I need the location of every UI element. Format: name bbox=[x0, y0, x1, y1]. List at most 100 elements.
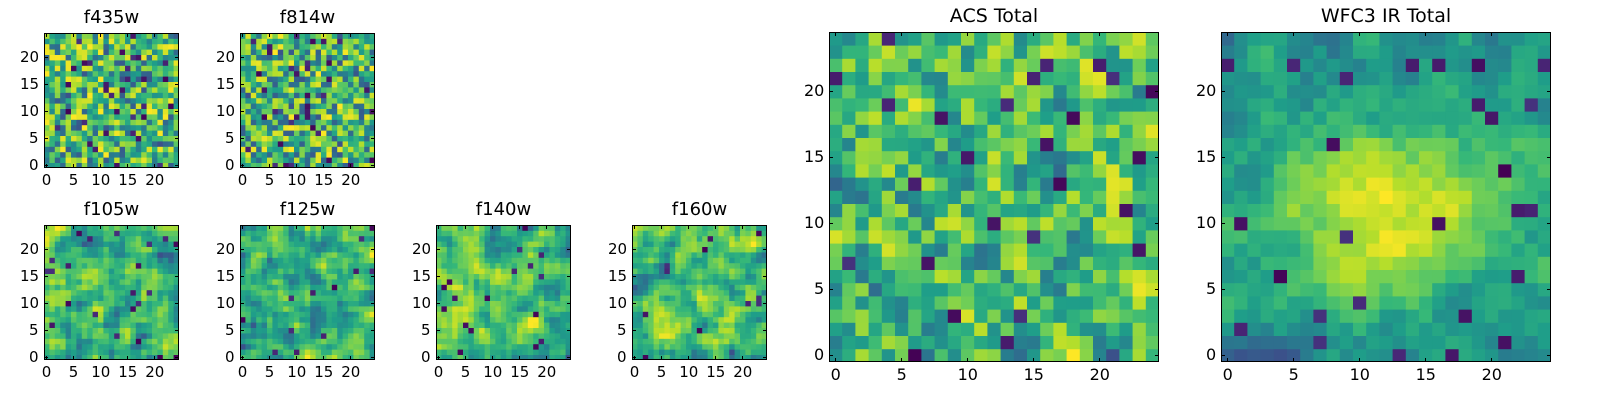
heatmap-cell bbox=[315, 135, 322, 142]
heatmap-cell bbox=[1366, 177, 1380, 191]
heatmap-cell bbox=[1511, 309, 1525, 323]
heatmap-cell bbox=[369, 157, 375, 163]
heatmap-cell bbox=[125, 114, 131, 120]
heatmap-cell bbox=[173, 65, 179, 72]
heatmap-cell bbox=[538, 284, 545, 291]
heatmap-cell bbox=[756, 311, 762, 318]
heatmap-cell bbox=[1287, 203, 1301, 218]
heatmap-cell bbox=[1119, 335, 1133, 350]
heatmap-cell bbox=[98, 38, 104, 45]
heatmap-cell bbox=[162, 108, 169, 115]
heatmap-cell bbox=[1366, 296, 1380, 310]
heatmap-cell bbox=[146, 97, 153, 104]
heatmap-cell bbox=[87, 262, 93, 269]
heatmap-cell bbox=[1287, 243, 1301, 257]
heatmap-cell bbox=[1027, 243, 1041, 257]
heatmap-cell bbox=[119, 49, 126, 55]
y-tick-mark bbox=[175, 137, 179, 139]
heatmap-cell bbox=[256, 279, 262, 285]
heatmap-cell bbox=[691, 338, 698, 345]
heatmap-cell bbox=[331, 257, 338, 264]
heatmap-cell bbox=[342, 81, 349, 88]
heatmap-cell bbox=[1260, 177, 1275, 191]
heatmap-cell bbox=[49, 108, 56, 115]
heatmap-cell bbox=[272, 43, 279, 50]
heatmap-cell bbox=[1027, 256, 1041, 270]
heatmap-cell bbox=[87, 241, 93, 247]
heatmap-cell bbox=[152, 114, 158, 120]
heatmap-cell bbox=[479, 322, 485, 328]
heatmap-cell bbox=[250, 252, 257, 258]
heatmap-cell bbox=[675, 246, 681, 253]
heatmap-cell bbox=[92, 103, 99, 109]
heatmap-cell bbox=[707, 343, 714, 350]
heatmap-cell bbox=[463, 333, 469, 339]
heatmap-cell bbox=[522, 354, 529, 360]
heatmap-cell bbox=[358, 54, 365, 61]
heatmap-cell bbox=[81, 130, 88, 136]
heatmap-cell bbox=[65, 306, 72, 312]
x-tick-mark bbox=[100, 356, 102, 360]
heatmap-cell bbox=[473, 268, 480, 274]
heatmap-cell bbox=[162, 322, 169, 328]
heatmap-cell bbox=[358, 130, 365, 136]
heatmap-cell bbox=[337, 338, 343, 345]
heatmap-cell bbox=[842, 190, 856, 204]
heatmap-cell bbox=[637, 327, 644, 334]
heatmap-cell bbox=[130, 141, 137, 147]
heatmap-cell bbox=[304, 54, 311, 61]
x-tick-mark bbox=[323, 33, 325, 37]
heatmap-cell bbox=[1053, 348, 1067, 362]
heatmap-cell bbox=[245, 235, 252, 242]
heatmap-cell bbox=[1379, 269, 1393, 284]
heatmap-cell bbox=[637, 311, 644, 318]
heatmap-cell bbox=[842, 322, 856, 336]
heatmap-cell bbox=[358, 279, 365, 285]
x-tick-mark bbox=[350, 164, 352, 168]
heatmap-cell bbox=[87, 65, 93, 72]
heatmap-cell bbox=[648, 354, 654, 360]
heatmap-cell bbox=[1132, 177, 1147, 191]
heatmap-cell bbox=[921, 150, 935, 165]
heatmap-cell bbox=[675, 241, 681, 247]
heatmap-cell bbox=[162, 268, 169, 274]
heatmap-cell bbox=[288, 157, 295, 163]
heatmap-cell bbox=[1145, 322, 1159, 336]
heatmap-cell bbox=[157, 108, 164, 115]
heatmap-cell bbox=[245, 103, 252, 109]
heatmap-cell bbox=[294, 103, 300, 109]
heatmap-cell bbox=[740, 306, 746, 312]
heatmap-cell bbox=[331, 124, 338, 131]
heatmap-cell bbox=[1145, 296, 1159, 310]
heatmap-cell bbox=[157, 295, 164, 301]
heatmap-cell bbox=[473, 338, 480, 345]
heatmap-cell bbox=[364, 141, 370, 147]
heatmap-cell bbox=[479, 262, 485, 269]
heatmap-cell bbox=[855, 177, 869, 191]
heatmap-cell bbox=[135, 316, 142, 323]
heatmap-cell bbox=[92, 273, 99, 280]
heatmap-cell bbox=[288, 151, 295, 158]
heatmap-cell bbox=[157, 316, 164, 323]
heatmap-cell bbox=[1040, 243, 1054, 257]
heatmap-cell bbox=[723, 343, 730, 350]
heatmap-cell bbox=[49, 135, 56, 142]
heatmap-cell bbox=[750, 262, 757, 269]
heatmap-cell bbox=[54, 279, 61, 285]
heatmap-cell bbox=[114, 225, 120, 231]
heatmap-cell bbox=[49, 119, 56, 126]
heatmap-cell bbox=[294, 60, 300, 66]
heatmap-cell bbox=[353, 295, 360, 301]
heatmap-cell bbox=[65, 54, 72, 61]
heatmap-cell bbox=[745, 257, 752, 264]
heatmap-cell bbox=[277, 146, 284, 153]
heatmap-cell bbox=[321, 81, 327, 88]
heatmap-cell bbox=[141, 70, 147, 77]
heatmap-cell bbox=[659, 300, 665, 307]
heatmap-cell bbox=[71, 49, 77, 55]
heatmap-cell bbox=[452, 349, 458, 355]
heatmap-cell bbox=[1145, 190, 1159, 204]
heatmap-cell bbox=[1066, 216, 1081, 231]
heatmap-cell bbox=[1106, 84, 1120, 99]
heatmap-cell bbox=[868, 124, 883, 138]
